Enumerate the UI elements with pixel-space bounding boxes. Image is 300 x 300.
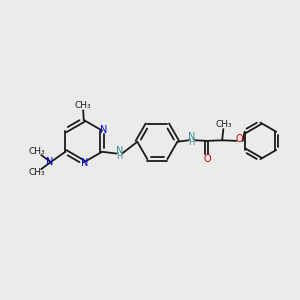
Text: N: N xyxy=(46,157,54,167)
Text: H: H xyxy=(188,138,195,147)
Text: N: N xyxy=(188,132,195,142)
Text: O: O xyxy=(236,134,243,144)
Text: N: N xyxy=(100,125,107,135)
Text: CH₃: CH₃ xyxy=(75,101,92,110)
Text: H: H xyxy=(116,152,122,161)
Text: CH₃: CH₃ xyxy=(29,168,45,177)
Text: N: N xyxy=(81,158,88,168)
Text: O: O xyxy=(203,154,211,164)
Text: N: N xyxy=(116,146,123,156)
Text: CH₃: CH₃ xyxy=(29,147,45,156)
Text: CH₃: CH₃ xyxy=(215,120,232,129)
